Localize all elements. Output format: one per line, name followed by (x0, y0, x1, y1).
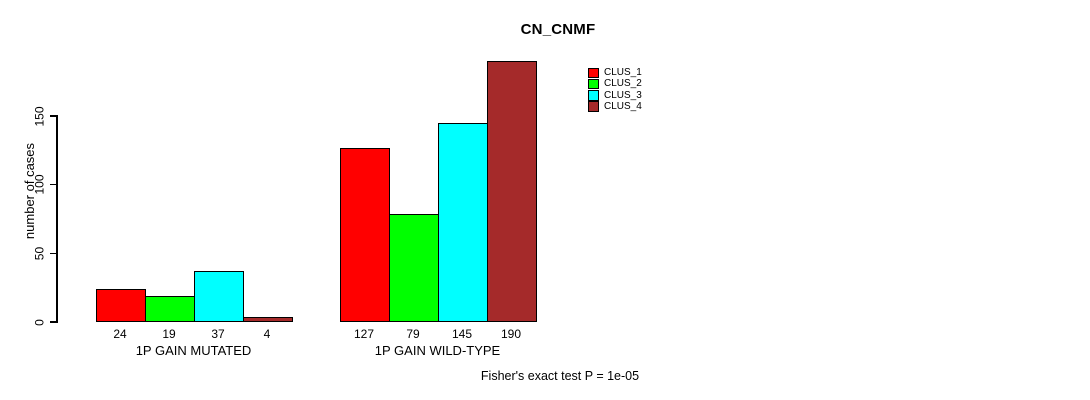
legend-item-label: CLUS_2 (604, 78, 642, 90)
legend-swatch-clus-3 (588, 90, 599, 101)
bar-value-label: 127 (353, 326, 375, 341)
y-axis-tick-label: 50 (32, 246, 47, 261)
y-axis-tick (49, 115, 57, 117)
bar-clus-4-mutated (242, 316, 293, 322)
y-axis-tick (49, 183, 57, 186)
bar-value-label: 24 (113, 326, 127, 341)
y-axis-tick (49, 321, 57, 323)
y-axis-tick-label: 0 (32, 318, 47, 326)
legend-swatch-clus-1 (588, 67, 599, 78)
bar-value-label: 37 (211, 326, 225, 341)
bar-clus-3-mutated (193, 271, 244, 322)
legend-item-label: CLUS_3 (604, 89, 642, 101)
legend-swatch-clus-2 (588, 78, 599, 90)
bar-value-label: 4 (263, 326, 271, 341)
bar-clus-4-wild-type (486, 61, 537, 322)
bar-clus-2-mutated (144, 295, 195, 322)
fisher-test-annotation: Fisher's exact test P = 1e-05 (480, 369, 640, 383)
legend-item-label: CLUS_1 (604, 67, 642, 78)
bar-value-label: 19 (162, 326, 176, 341)
y-axis-tick (49, 252, 57, 255)
chart-title: CN_CNMF (520, 21, 596, 38)
bar-clus-2-wild-type (388, 213, 439, 322)
bar-value-label: 145 (451, 326, 473, 341)
bar-clus-1-wild-type (339, 147, 390, 322)
bar-value-label: 190 (500, 326, 522, 341)
bar-clus-1-mutated (95, 289, 146, 322)
legend-item-label: CLUS_4 (604, 100, 642, 112)
y-axis-line (56, 115, 58, 323)
legend-swatch-clus-4 (588, 101, 599, 112)
y-axis-tick-label: 100 (32, 174, 47, 195)
category-label: 1P GAIN WILD-TYPE (374, 342, 501, 358)
bar-value-label: 79 (406, 326, 420, 341)
bar-clus-3-wild-type (437, 122, 488, 322)
category-label: 1P GAIN MUTATED (135, 342, 252, 358)
y-axis-tick-label: 150 (32, 105, 47, 127)
